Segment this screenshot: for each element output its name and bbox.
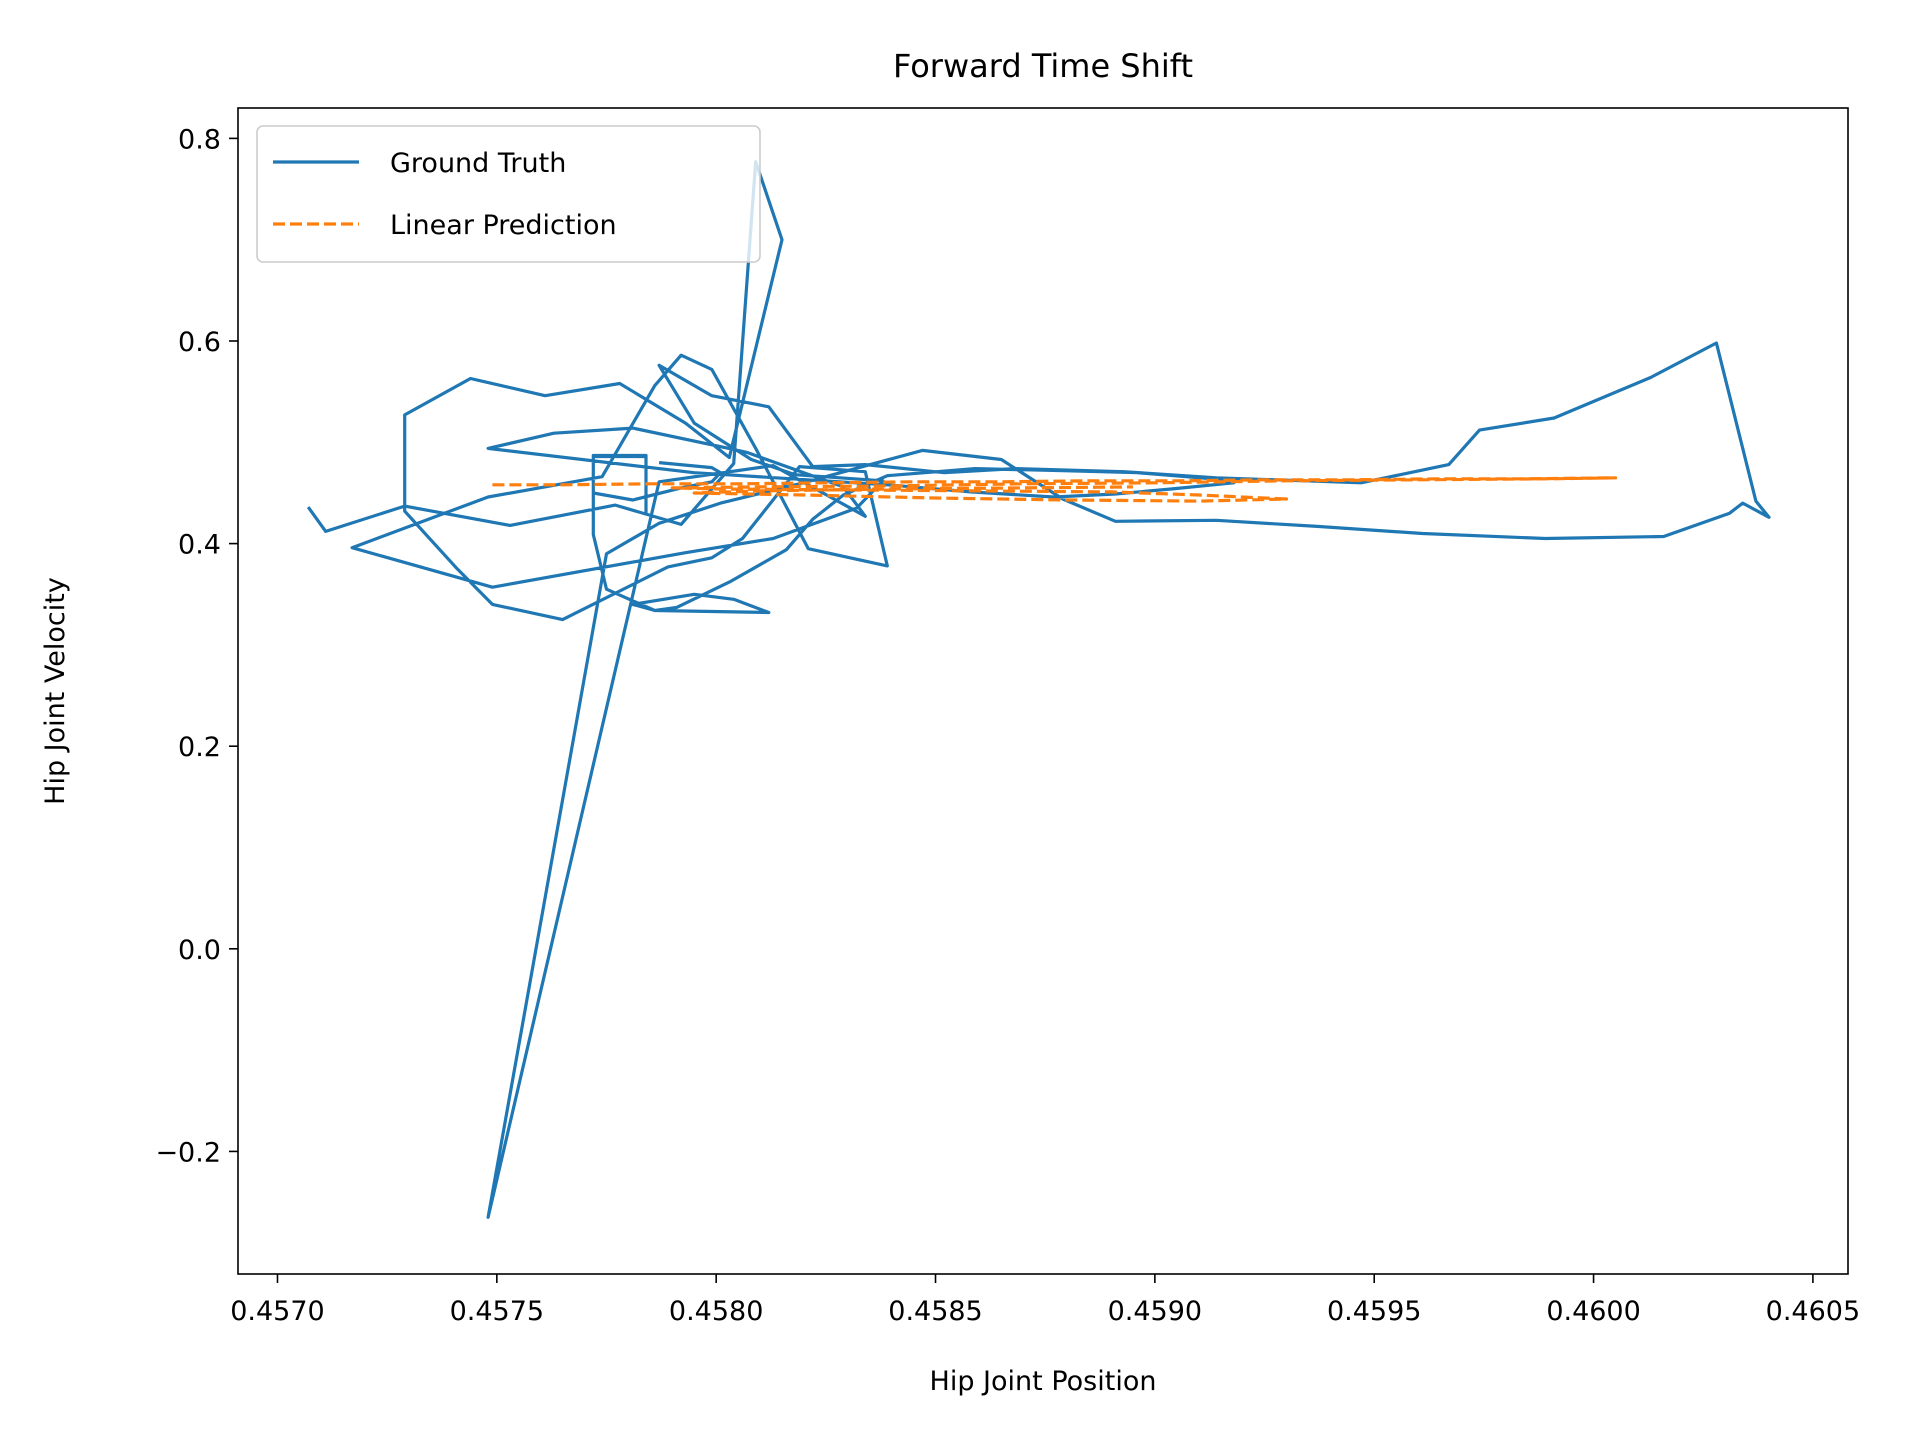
plot-background [238, 108, 1848, 1274]
series-layer [306, 160, 1771, 1219]
x-tick-label: 0.4580 [669, 1296, 763, 1327]
x-axis-label: Hip Joint Position [930, 1366, 1157, 1397]
x-tick-label: 0.4570 [230, 1296, 324, 1327]
x-tick-label: 0.4585 [888, 1296, 982, 1327]
x-axis: 0.4570 0.4575 0.4580 0.4585 0.4590 0.4595 0.46… [230, 1274, 1860, 1327]
y-tick-label: −0.2 [155, 1137, 221, 1168]
y-tick-label: 0.8 [178, 124, 221, 155]
plot-area [237, 107, 1849, 1275]
legend-box [256, 125, 761, 263]
series-line-linear-prediction [492, 476, 1618, 503]
x-tick-label: 0.4575 [450, 1296, 544, 1327]
legend-label-ground-truth: Ground Truth [390, 148, 566, 179]
y-tick-label: 0.2 [178, 732, 221, 763]
x-tick-label: 0.4605 [1766, 1296, 1860, 1327]
x-tick-label: 0.4595 [1327, 1296, 1421, 1327]
y-tick-label: 0.4 [178, 530, 221, 561]
chart-title: Forward Time Shift [893, 47, 1193, 85]
y-tick-label: 0.0 [178, 935, 221, 966]
y-tick-label: 0.6 [178, 327, 221, 358]
x-tick-label: 0.4600 [1546, 1296, 1640, 1327]
series-line-ground-truth [306, 160, 1771, 1219]
legend: Ground Truth Linear Prediction [256, 125, 761, 263]
legend-label-linear-prediction: Linear Prediction [390, 210, 617, 241]
x-tick-label: 0.4590 [1108, 1296, 1202, 1327]
y-axis-label: Hip Joint Velocity [40, 577, 71, 805]
y-axis: −0.2 0.0 0.2 0.4 0.6 0.8 [155, 124, 238, 1168]
plot-border [237, 107, 1849, 1275]
